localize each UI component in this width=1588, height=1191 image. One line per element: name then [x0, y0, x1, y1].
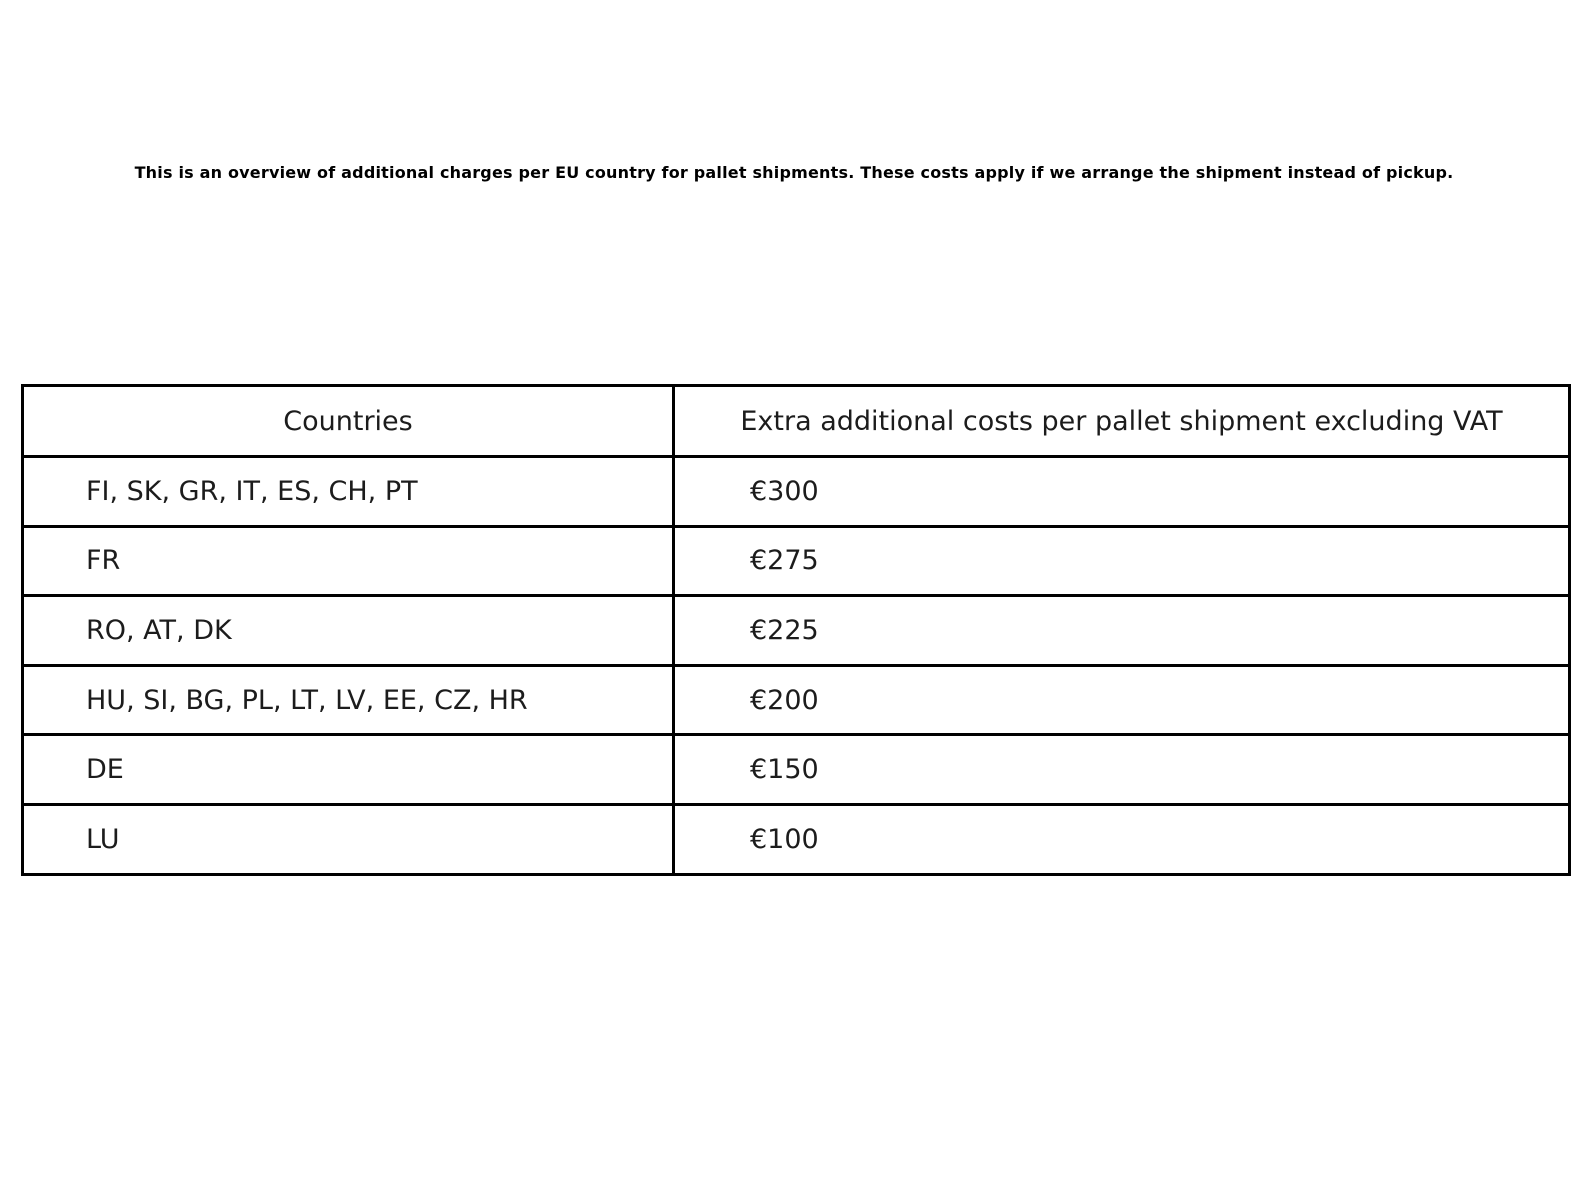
- countries-cell: RO, AT, DK: [21, 594, 675, 667]
- table-row: DE €150: [21, 733, 1571, 806]
- table-header-row: Countries Extra additional costs per pal…: [21, 384, 1571, 458]
- table-row: HU, SI, BG, PL, LT, LV, EE, CZ, HR €200: [21, 663, 1571, 737]
- countries-column-header: Countries: [21, 384, 675, 458]
- cost-cell: €300: [672, 455, 1571, 528]
- countries-cell: LU: [21, 802, 675, 876]
- costs-column-header: Extra additional costs per pallet shipme…: [672, 384, 1571, 458]
- countries-cell: HU, SI, BG, PL, LT, LV, EE, CZ, HR: [21, 663, 675, 737]
- cost-cell: €100: [672, 802, 1571, 876]
- charges-table: Countries Extra additional costs per pal…: [21, 384, 1571, 876]
- countries-cell: FR: [21, 524, 675, 598]
- table-row: RO, AT, DK €225: [21, 594, 1571, 667]
- cost-cell: €200: [672, 663, 1571, 737]
- intro-text: This is an overview of additional charge…: [134, 163, 1454, 182]
- countries-cell: FI, SK, GR, IT, ES, CH, PT: [21, 455, 675, 528]
- table-row: FR €275: [21, 524, 1571, 598]
- countries-cell: DE: [21, 733, 675, 806]
- cost-cell: €150: [672, 733, 1571, 806]
- table-row: FI, SK, GR, IT, ES, CH, PT €300: [21, 455, 1571, 528]
- cost-cell: €225: [672, 594, 1571, 667]
- table-row: LU €100: [21, 802, 1571, 876]
- cost-cell: €275: [672, 524, 1571, 598]
